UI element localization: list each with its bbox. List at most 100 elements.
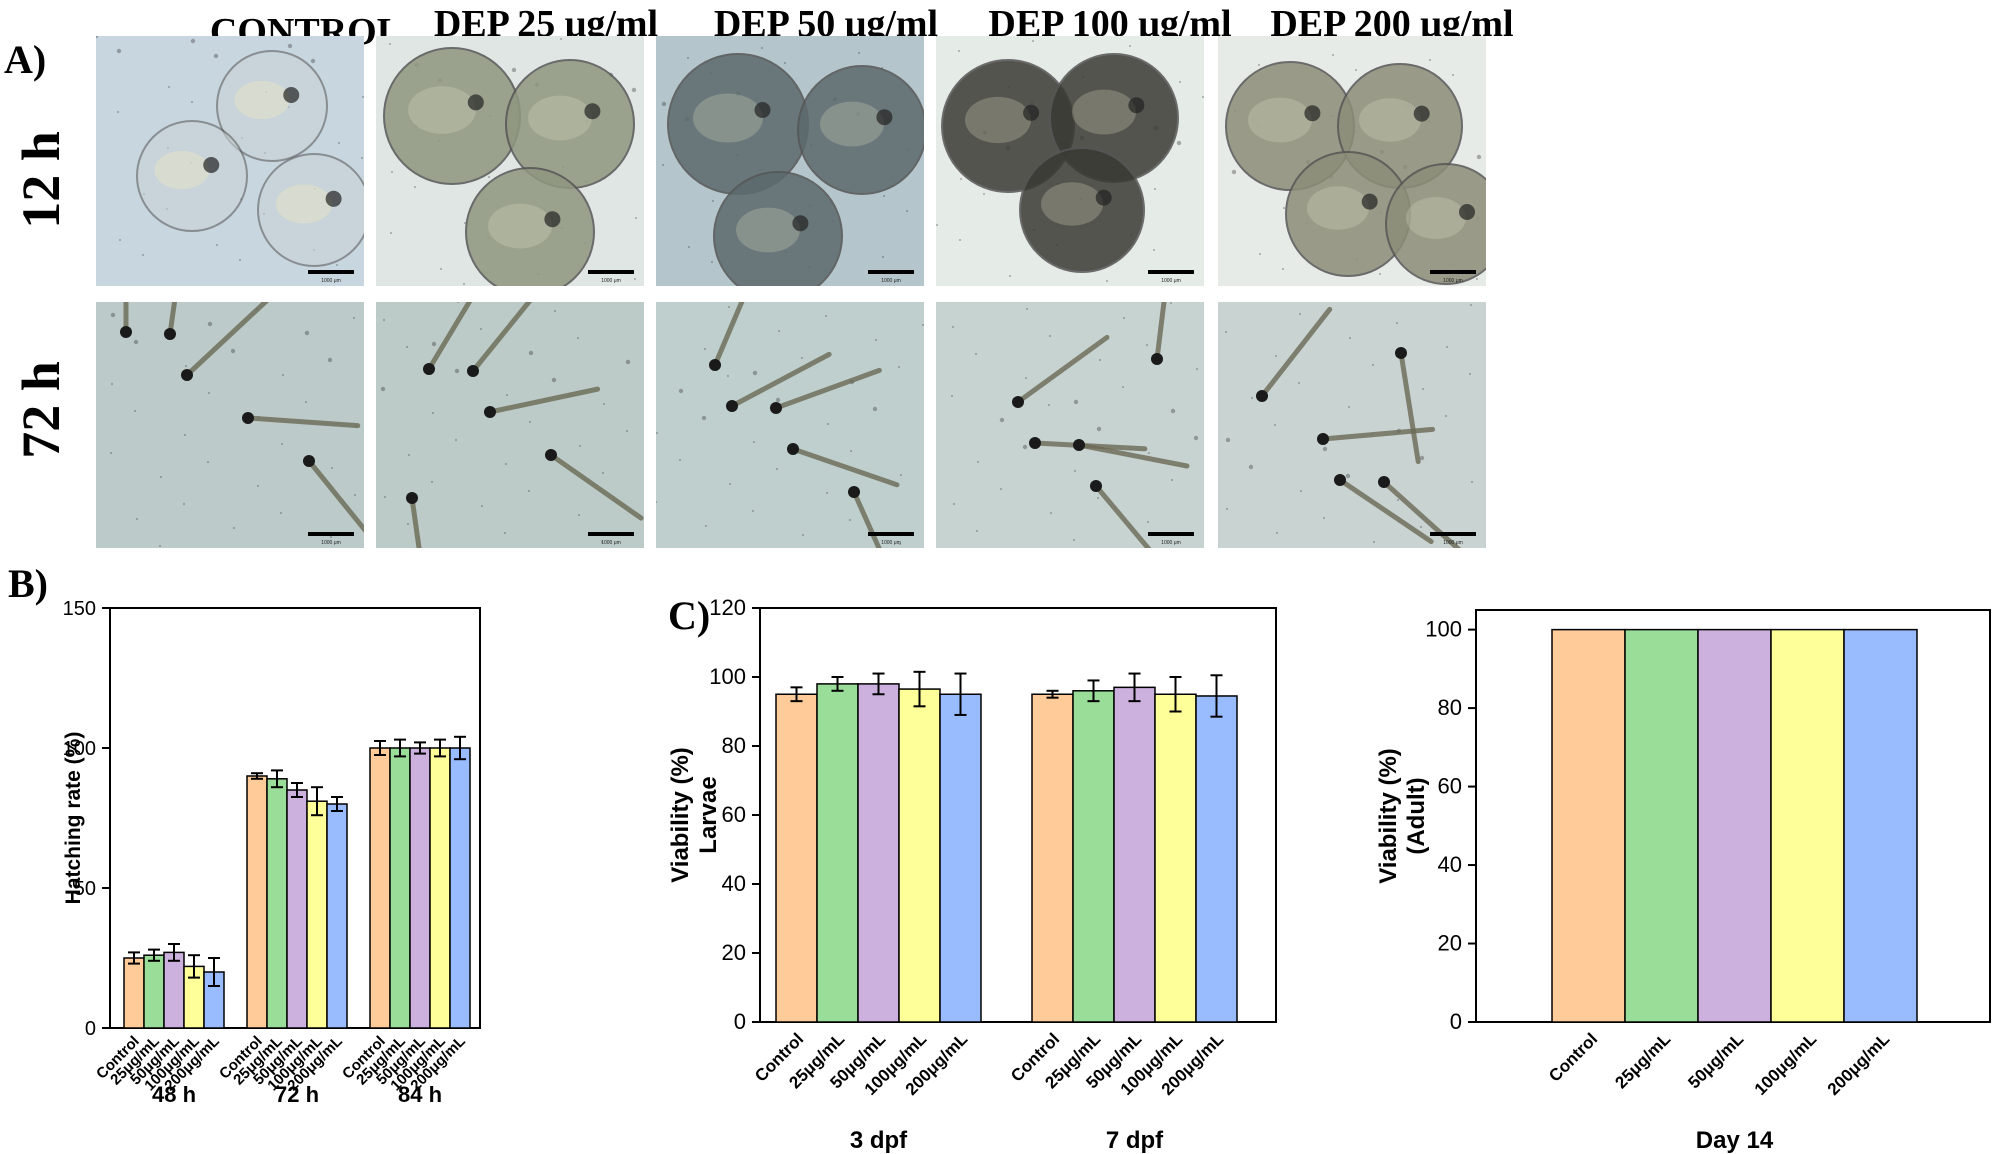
bar [939, 693, 982, 1023]
error-bar [188, 954, 200, 979]
y-axis-label-secondary: (Adult) [1403, 777, 1430, 854]
y-tick-label: 0 [734, 1009, 746, 1034]
error-bar [148, 948, 160, 962]
embryo-egg [667, 53, 809, 195]
larva [1256, 306, 1333, 402]
group-label: 7 dpf [1106, 1127, 1164, 1154]
larva [1151, 302, 1167, 365]
bar [857, 683, 900, 1023]
svg-text:1000 μm: 1000 μm [1161, 278, 1181, 284]
bar [306, 800, 328, 1029]
y-tick-label: 20 [1438, 931, 1462, 956]
larva [484, 386, 601, 418]
larva [1012, 334, 1110, 408]
row-label-12h: 12 h [11, 131, 71, 229]
svg-text:1000 μm: 1000 μm [881, 540, 901, 546]
group-label: 48 h [152, 1082, 196, 1107]
category-label: 200μg/mL [1824, 1029, 1894, 1099]
bar [816, 683, 859, 1023]
category-label: Control [1545, 1029, 1601, 1085]
micrograph-72h-4: 1000 μm [1218, 302, 1486, 548]
error-bar [1210, 674, 1223, 718]
error-bar [1046, 689, 1059, 699]
y-tick-label: 60 [722, 802, 746, 827]
error-bar [1169, 676, 1182, 713]
larva [726, 351, 832, 412]
bar [1154, 693, 1197, 1023]
larva [1395, 347, 1421, 465]
embryo-egg [505, 59, 635, 189]
bar [898, 688, 941, 1023]
bar [1770, 628, 1845, 1023]
micrograph-72h-0: 1000 μm [96, 302, 364, 548]
y-tick-label: 40 [722, 871, 746, 896]
bar [286, 789, 308, 1029]
micrograph-12h-0: 1000 μm [96, 36, 364, 286]
y-tick-label: 20 [722, 940, 746, 965]
group-label: 84 h [398, 1082, 442, 1107]
larvae-viability-chart: 0 20 40 60 80 100 120 Viability (%) Larvae Contro… [640, 580, 1320, 1154]
bar [449, 747, 471, 1029]
bar [163, 951, 185, 1029]
y-tick-label: 120 [709, 595, 746, 620]
embryo-egg [1285, 151, 1411, 277]
y-axis-label-secondary: Larvae [695, 776, 722, 853]
micrograph-12h-4: 1000 μm [1218, 36, 1486, 286]
error-bar [208, 957, 220, 987]
hatching-rate-chart: 0 50 100 150 Hatching rate (%) Control 25μg/mL… [0, 560, 620, 1120]
error-bar [168, 943, 180, 962]
bar [1624, 628, 1699, 1023]
error-bar [291, 782, 303, 798]
embryo-egg [1019, 147, 1145, 273]
bar [1031, 693, 1074, 1023]
adult-viability-chart: 0 20 40 60 80 100 Viability (%) (Adult) Control 2… [1330, 580, 2008, 1154]
y-tick-label: 100 [63, 738, 96, 760]
error-bar [913, 670, 926, 708]
error-bar [872, 672, 885, 696]
svg-text:1000 μm: 1000 μm [321, 540, 341, 546]
micrograph-12h-1: 1000 μm [376, 36, 644, 286]
error-bar [454, 735, 466, 761]
error-bar [414, 741, 426, 755]
bar [143, 954, 165, 1029]
group-label: 3 dpf [850, 1127, 908, 1154]
larva [423, 302, 473, 375]
error-bar [394, 738, 406, 758]
larva [467, 302, 533, 377]
bar [775, 693, 818, 1023]
error-bar [374, 740, 386, 756]
error-bar [831, 676, 844, 692]
embryo-egg [1385, 163, 1486, 285]
larva [164, 302, 178, 340]
larva [1334, 474, 1434, 545]
error-bar [271, 769, 283, 789]
error-bar [1087, 679, 1100, 703]
panel-label-b: B) [8, 561, 48, 606]
error-bar [331, 796, 343, 812]
bar [326, 803, 348, 1029]
y-axis-label: Hatching rate (%) [62, 732, 85, 905]
row-label-72h: 72 h [11, 361, 71, 459]
y-tick-label: 80 [1438, 695, 1462, 720]
y-tick-label: 0 [1450, 1009, 1462, 1034]
larva [770, 367, 882, 414]
error-bar [128, 951, 140, 965]
embryo-egg [941, 59, 1075, 193]
error-bar [790, 686, 803, 703]
bar [266, 778, 288, 1029]
larva [242, 412, 361, 429]
y-tick-label: 150 [63, 598, 96, 620]
y-axis-label: Viability (%) [1375, 748, 1402, 884]
category-label: 25μg/mL [1611, 1029, 1674, 1092]
error-bar [251, 772, 263, 780]
bar [389, 747, 411, 1029]
error-bar [434, 738, 446, 758]
bar [1072, 690, 1115, 1023]
bar [123, 957, 145, 1029]
svg-text:1000 μm: 1000 μm [1443, 540, 1463, 546]
svg-text:1000 μm: 1000 μm [601, 540, 621, 546]
group-label: Day 14 [1696, 1127, 1774, 1154]
y-tick-label: 60 [1438, 774, 1462, 799]
bar [1843, 628, 1918, 1023]
larva [545, 449, 644, 521]
